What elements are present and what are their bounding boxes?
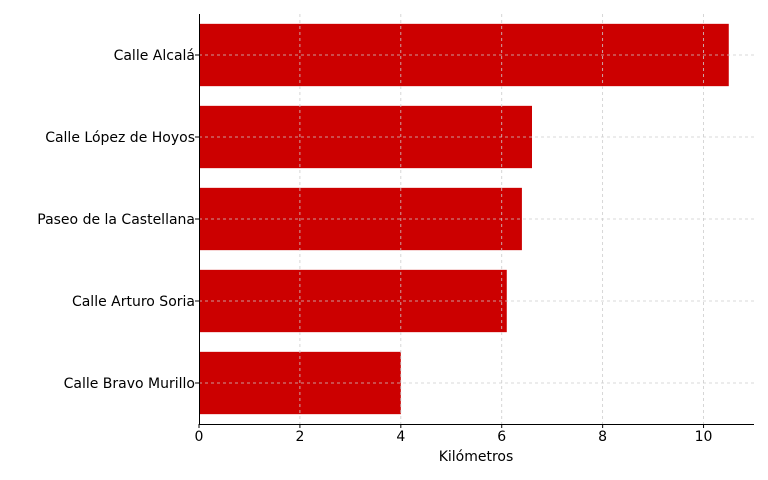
x-tick-label: 4 xyxy=(396,429,405,445)
x-tick-label: 0 xyxy=(195,429,204,445)
bar xyxy=(199,269,507,333)
y-tick-label: Calle Arturo Soria xyxy=(72,294,195,310)
x-tick-label: 8 xyxy=(598,429,607,445)
y-tick-label: Paseo de la Castellana xyxy=(37,212,195,228)
y-tick-label: Calle López de Hoyos xyxy=(45,130,195,146)
grid xyxy=(199,14,754,424)
x-tick-label: 6 xyxy=(497,429,506,445)
axes xyxy=(199,14,754,425)
bar xyxy=(199,187,522,251)
y-tick-label: Calle Bravo Murillo xyxy=(64,376,195,392)
x-tick-label: 10 xyxy=(695,429,713,445)
x-axis-ticks: 0 2 4 6 8 10 xyxy=(195,424,713,445)
x-tick-label: 2 xyxy=(295,429,304,445)
y-axis-ticks: Calle Alcalá Calle López de Hoyos Paseo de… xyxy=(37,48,199,392)
y-tick-label: Calle Alcalá xyxy=(114,48,195,64)
x-axis-label: Kilómetros xyxy=(439,449,514,465)
